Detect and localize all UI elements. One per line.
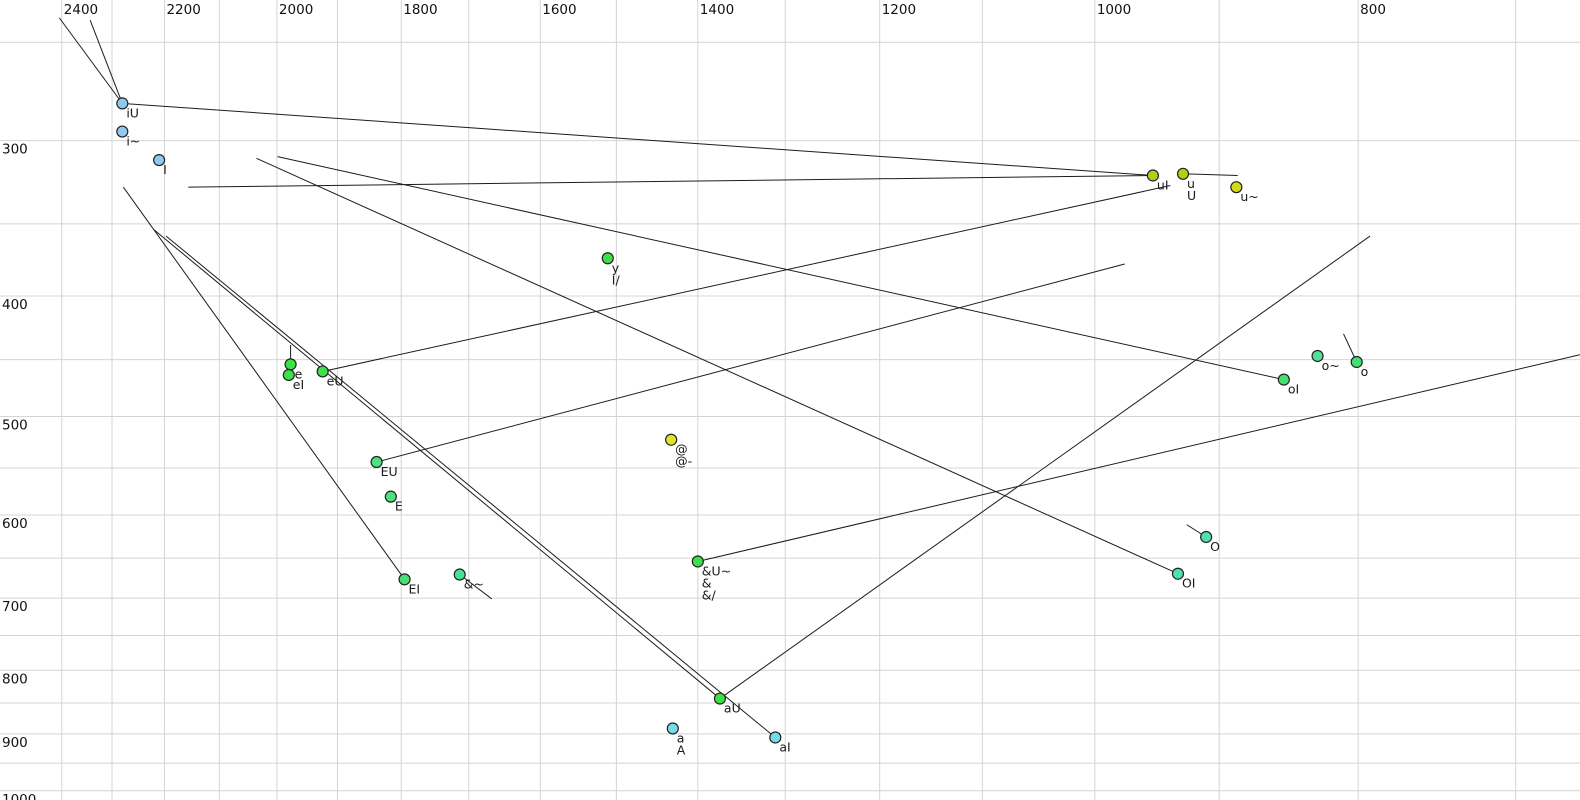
trajectory-line-to-EI bbox=[122, 186, 405, 580]
vowel-point-label: y bbox=[612, 260, 620, 275]
vowel-point-eI[interactable] bbox=[282, 368, 295, 382]
vowel-point-iU[interactable] bbox=[116, 97, 129, 110]
vowel-point-label: i~ bbox=[126, 134, 140, 149]
y-axis-tick-label: 500 bbox=[2, 417, 28, 433]
vowel-point-&U~[interactable] bbox=[691, 555, 704, 568]
vowel-point-label: &/ bbox=[702, 587, 717, 602]
trajectory-line-to-OI bbox=[256, 157, 1179, 575]
vowel-point-label: OI bbox=[1182, 576, 1196, 591]
vowel-point-aI[interactable] bbox=[769, 731, 782, 744]
trajectory-line-to-uI-flat bbox=[188, 174, 1153, 188]
vowel-point-label: oI bbox=[1288, 382, 1299, 397]
vowel-point-label: e bbox=[295, 366, 303, 381]
vowel-point-E[interactable] bbox=[384, 490, 397, 503]
vowel-point-label: @- bbox=[675, 454, 692, 469]
vowel-point-label: EI bbox=[409, 581, 421, 596]
vowel-point-label: o~ bbox=[1322, 358, 1340, 373]
vowel-point-label: O bbox=[1210, 539, 1220, 554]
vowel-point-label: o bbox=[1361, 364, 1369, 379]
trajectory-line-into-iU-a bbox=[58, 17, 123, 104]
x-axis-tick-label: 1400 bbox=[700, 2, 734, 18]
vowel-point-EU[interactable] bbox=[370, 455, 383, 469]
x-axis-tick-label: 800 bbox=[1360, 2, 1386, 18]
vowel-point-label: & bbox=[702, 575, 712, 590]
x-axis-tick-label: 1600 bbox=[542, 2, 576, 18]
vowel-point-a[interactable] bbox=[666, 722, 679, 735]
y-axis-tick-label: 900 bbox=[2, 735, 28, 751]
vowel-point-label: &U~ bbox=[702, 563, 731, 578]
vowel-point-OI[interactable] bbox=[1171, 567, 1185, 580]
trajectory-line-EU-up-right bbox=[376, 263, 1125, 463]
vowel-point-label: aI bbox=[779, 739, 790, 754]
vowel-point-oI[interactable] bbox=[1277, 373, 1290, 386]
vowel-point-label: I/ bbox=[612, 272, 621, 287]
vowel-point-label: eI bbox=[293, 377, 304, 392]
vowel-point-label: u~ bbox=[1240, 189, 1258, 204]
trajectory-line-eU-to-U bbox=[322, 185, 1171, 372]
x-axis-tick-label: 2200 bbox=[166, 2, 200, 18]
trajectory-line-to-aU bbox=[154, 229, 721, 699]
vowel-point-O[interactable] bbox=[1200, 530, 1213, 544]
vowel-point-@[interactable] bbox=[665, 433, 678, 446]
vowel-point-aU[interactable] bbox=[713, 692, 727, 705]
vowel-point-label: A bbox=[677, 742, 686, 757]
vowel-point-label: u bbox=[1187, 176, 1195, 191]
vowel-point-label: &~ bbox=[464, 577, 484, 592]
vowel-point-o~[interactable] bbox=[1311, 349, 1324, 363]
y-axis-tick-label: 800 bbox=[2, 671, 28, 687]
vowel-point-o[interactable] bbox=[1350, 355, 1363, 369]
vowel-point-eU[interactable] bbox=[316, 365, 329, 378]
x-axis-tick-label: 2000 bbox=[279, 2, 313, 18]
trajectory-line-and-short bbox=[459, 574, 493, 600]
vowel-point-i~[interactable] bbox=[116, 125, 129, 138]
y-axis-tick-label: 700 bbox=[2, 599, 28, 615]
vowel-point-label: @ bbox=[675, 442, 688, 457]
trajectory-line-into-iU-b bbox=[89, 19, 123, 104]
vowel-point-label: eU bbox=[327, 373, 344, 388]
vowel-point-label: aU bbox=[724, 701, 741, 716]
vowel-point-EI[interactable] bbox=[398, 573, 411, 586]
y-axis-tick-label: 1000 bbox=[2, 792, 36, 800]
vowel-point-label: U bbox=[1187, 188, 1196, 203]
vowel-point-label: a bbox=[677, 730, 685, 745]
vowel-point-label: iU bbox=[126, 105, 139, 120]
x-axis-tick-label: 1000 bbox=[1097, 2, 1131, 18]
trajectory-line-aU-up-right bbox=[719, 235, 1371, 699]
y-axis-tick-label: 600 bbox=[2, 516, 28, 532]
trajectory-line-andU-right bbox=[697, 354, 1580, 562]
trajectory-line-iU-to-uI bbox=[122, 102, 1153, 176]
vowel-point-label: E bbox=[395, 499, 403, 514]
vowel-point-uI[interactable] bbox=[1146, 169, 1159, 182]
x-axis-tick-label: 1800 bbox=[403, 2, 437, 18]
vowel-point-u[interactable] bbox=[1176, 167, 1190, 180]
vowel-point-&~[interactable] bbox=[453, 568, 466, 581]
vowel-point-y[interactable] bbox=[601, 252, 614, 265]
y-axis-tick-label: 300 bbox=[2, 142, 28, 158]
trajectory-line-u-short bbox=[1183, 173, 1238, 176]
vowel-point-label: uI bbox=[1157, 177, 1169, 192]
x-axis-tick-label: 1200 bbox=[882, 2, 916, 18]
y-axis-tick-label: 400 bbox=[2, 297, 28, 313]
vowel-point-I[interactable] bbox=[153, 153, 166, 167]
x-axis-tick-label: 2400 bbox=[64, 2, 98, 18]
trajectory-line-to-oI bbox=[277, 156, 1284, 381]
vowel-point-u~[interactable] bbox=[1230, 181, 1243, 194]
vowel-point-label: EU bbox=[381, 464, 398, 479]
vowel-point-label: I bbox=[163, 162, 167, 177]
trajectory-line-to-aI bbox=[165, 235, 776, 738]
